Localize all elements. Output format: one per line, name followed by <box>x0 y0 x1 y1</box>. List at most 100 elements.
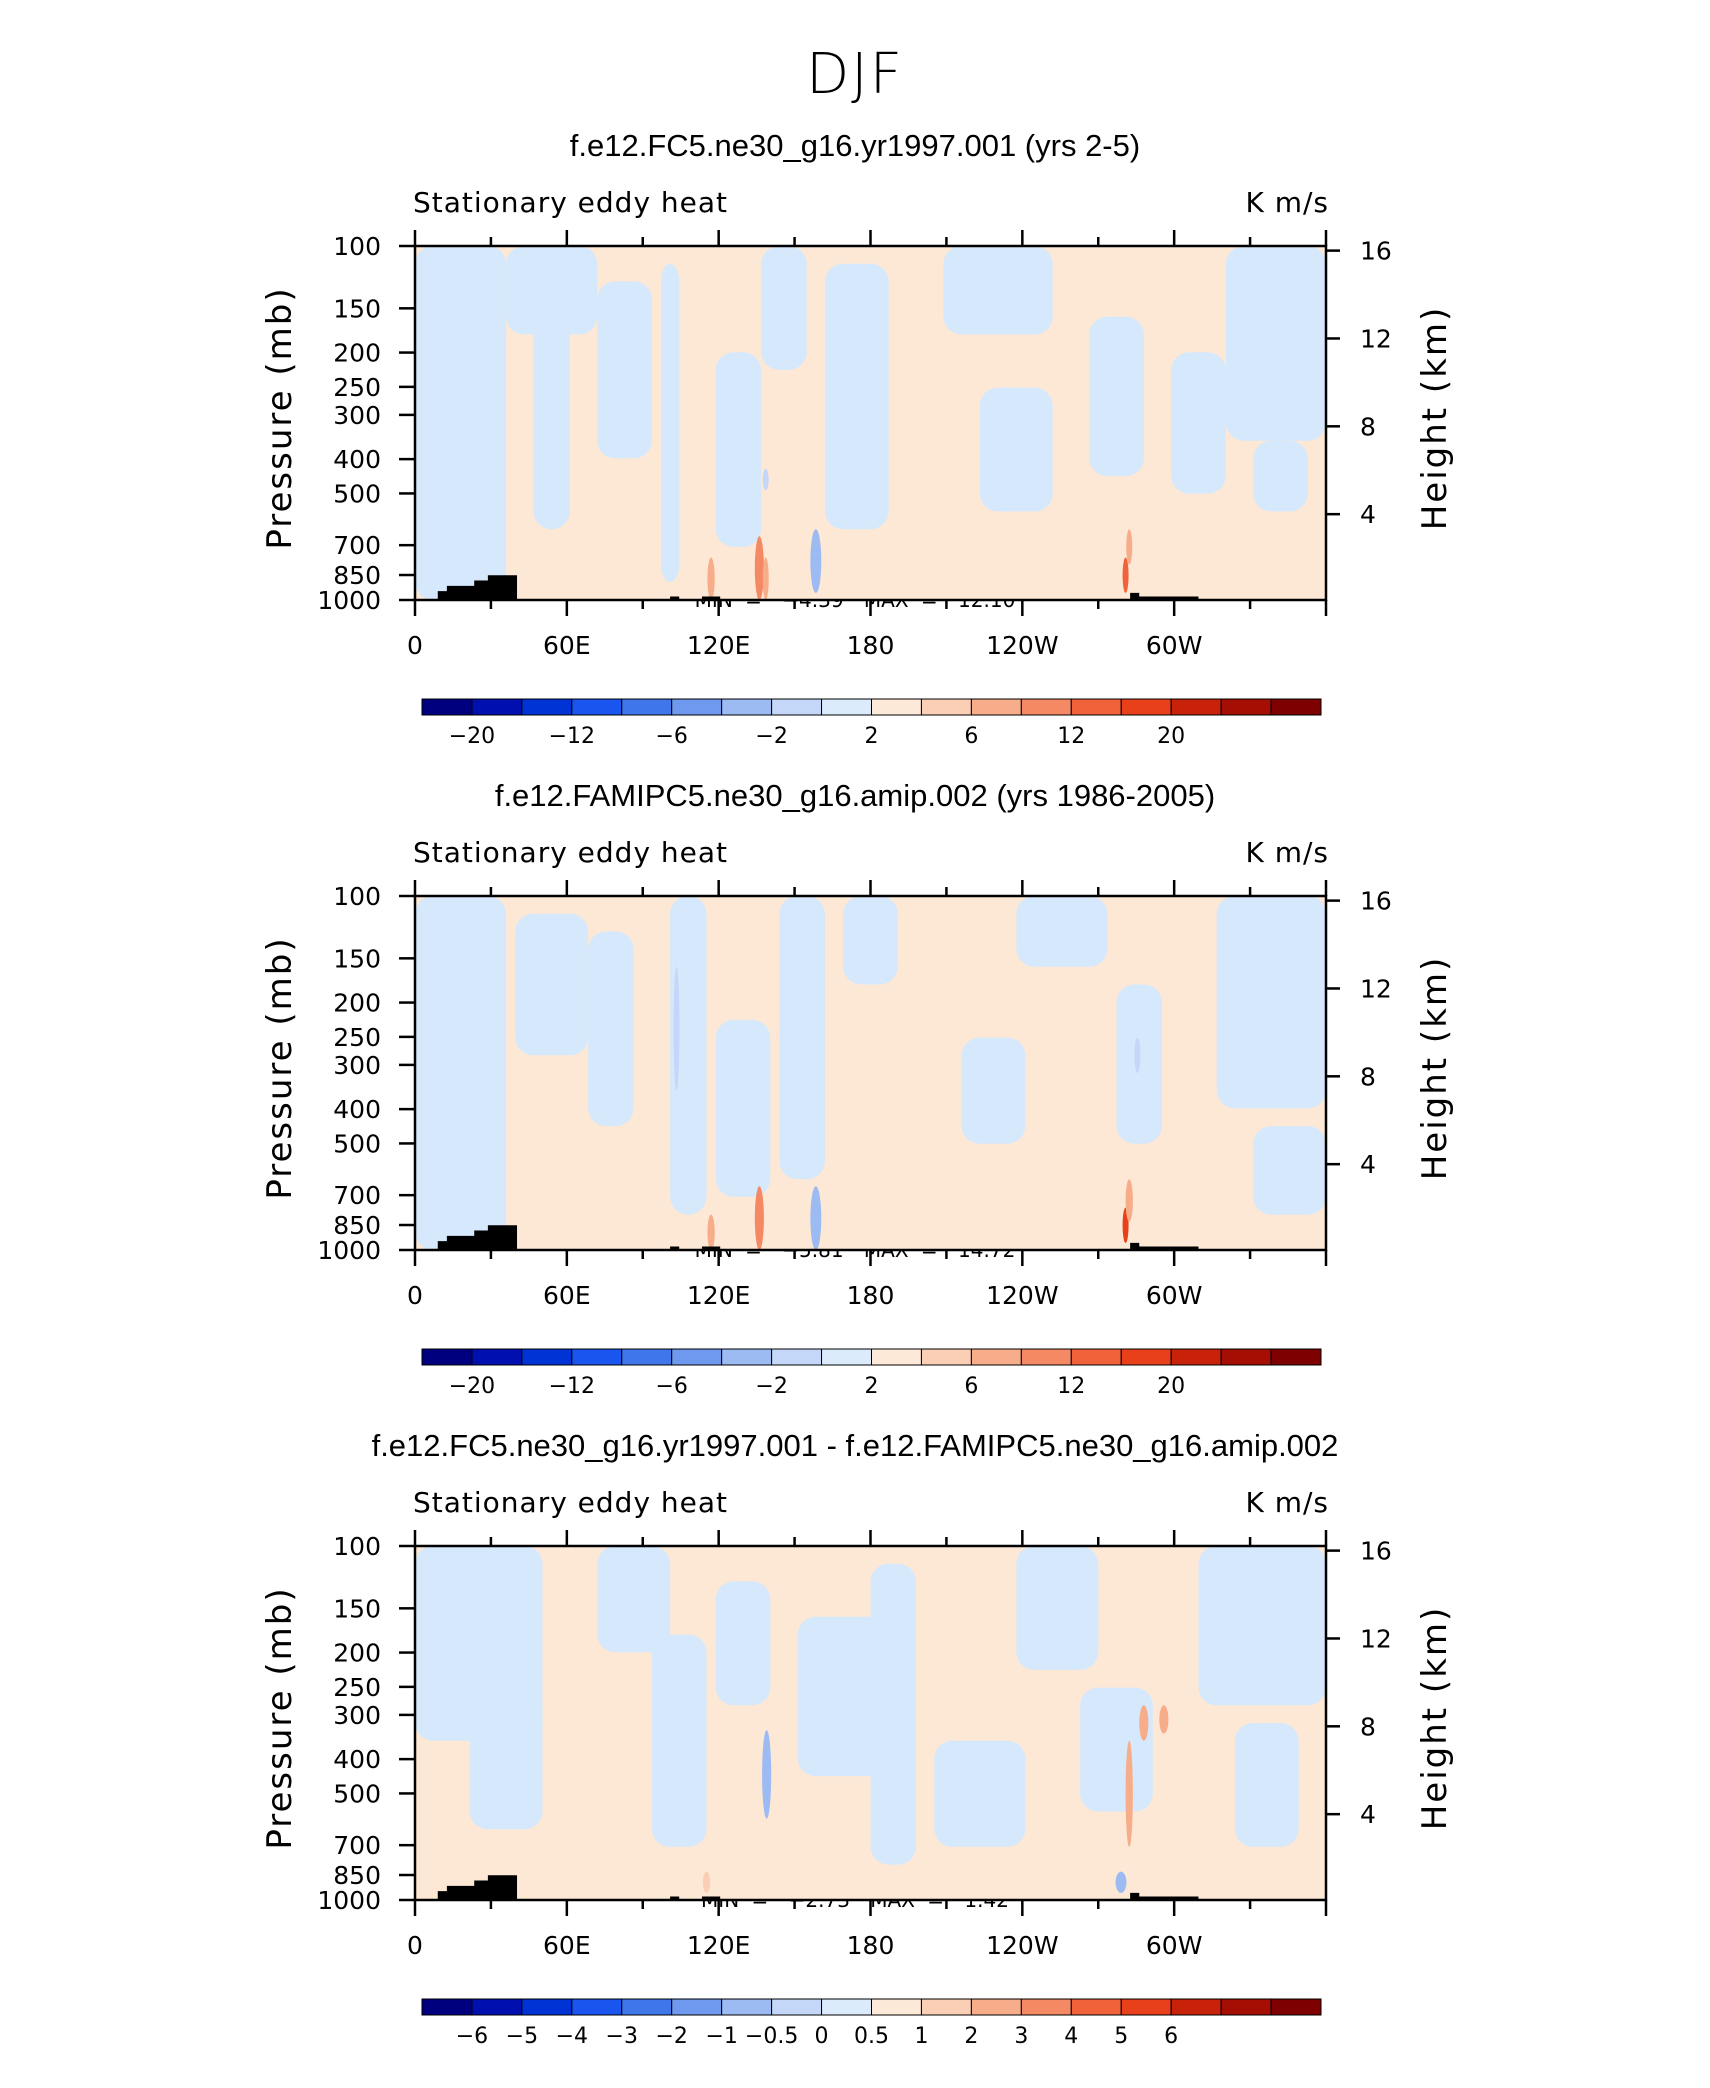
y-tick-label: 700 <box>333 531 381 560</box>
field-contour-region <box>824 263 889 530</box>
colorbar-label: 6 <box>964 1374 978 1399</box>
colorbar-swatch <box>671 698 723 716</box>
field-contour-region <box>979 387 1053 512</box>
y-tick-label: 300 <box>333 1051 381 1080</box>
y-tick-label: 200 <box>333 1639 381 1668</box>
field-label: Stationary eddy heat <box>413 836 729 869</box>
field-label: Stationary eddy heat <box>413 1486 729 1519</box>
y-tick-label: 150 <box>333 294 381 323</box>
x-tick-label: 60W <box>1146 1931 1203 1960</box>
y-tick-label: 500 <box>333 1779 381 1808</box>
colorbar-swatch <box>521 698 573 716</box>
field-contour-region <box>506 246 598 335</box>
colorbar-swatch <box>821 1348 872 1366</box>
colorbar-swatch <box>970 698 1022 716</box>
colorbar-swatch <box>1270 1348 1322 1366</box>
colorbar-swatch <box>920 1348 972 1366</box>
field-contour-region <box>797 1616 889 1777</box>
field-contour-region <box>1216 896 1326 1109</box>
colorbar-label: 6 <box>964 724 978 749</box>
colorbar-label: 4 <box>1064 2024 1078 2049</box>
field-contour-region <box>715 1019 771 1197</box>
colorbar-label: 2 <box>865 724 879 749</box>
colorbar-label: −4 <box>556 2024 588 2049</box>
y-tick-label: 200 <box>333 339 381 368</box>
y-tick-label: 300 <box>333 401 381 430</box>
y-right-tick-label: 16 <box>1360 237 1392 266</box>
colorbar-label: 2 <box>964 2024 978 2049</box>
units-label: K m/s <box>1245 1486 1329 1519</box>
colorbar-swatch <box>471 698 523 716</box>
colorbar-swatch <box>871 1998 922 2016</box>
field-contour-region <box>515 913 589 1056</box>
y-tick-label: 250 <box>333 1023 381 1052</box>
colorbar-label: −6 <box>456 2024 488 2049</box>
y-tick-label: 250 <box>333 373 381 402</box>
colorbar-swatch <box>771 1998 823 2016</box>
field-contour-region <box>651 1634 707 1847</box>
field-contour-region <box>779 896 825 1180</box>
y-right-tick-label: 12 <box>1360 324 1392 353</box>
field-contour-region <box>1234 1723 1299 1847</box>
y-right-tick-label: 8 <box>1360 1062 1376 1091</box>
colorbar-swatch <box>1220 698 1272 716</box>
colorbar-swatch <box>920 698 972 716</box>
colorbar-swatch <box>521 1998 573 2016</box>
x-tick-label: 0 <box>407 631 423 660</box>
topography-mask <box>437 1875 1199 1900</box>
y-tick-label: 850 <box>333 561 381 590</box>
field-contour-region <box>1122 557 1129 593</box>
colorbar-label: 20 <box>1157 724 1185 749</box>
field-contour-region <box>762 557 769 600</box>
colorbar-swatch <box>1120 1998 1172 2016</box>
field-contour-region <box>1016 896 1108 967</box>
field-contour-region <box>597 281 652 459</box>
y-tick-label: 500 <box>333 1129 381 1158</box>
y-right-tick-label: 16 <box>1360 887 1392 916</box>
colorbar-swatch <box>621 1998 673 2016</box>
field-contour-region <box>415 896 507 1250</box>
colorbar-label: −2 <box>755 724 787 749</box>
field-contour-region <box>870 1563 917 1865</box>
colorbar-label: −20 <box>449 1374 495 1399</box>
y-tick-label: 400 <box>333 445 381 474</box>
colorbar-label: 1 <box>914 2024 928 2049</box>
x-tick-label: 120W <box>986 1931 1058 1960</box>
colorbar-label: 0.5 <box>854 2024 889 2049</box>
field-contour-region <box>1198 1546 1326 1706</box>
colorbar-swatch <box>1120 1348 1172 1366</box>
y-right-tick-label: 8 <box>1360 412 1376 441</box>
x-tick-label: 60E <box>543 1931 591 1960</box>
field-contour-region <box>533 299 570 530</box>
colorbar-label: −0.5 <box>745 2024 798 2049</box>
topography-mask <box>437 1225 1199 1250</box>
panel-2: f.e12.FAMIPC5.ne30_g16.amip.002 (yrs 198… <box>0 778 1710 1438</box>
panel-1: f.e12.FC5.ne30_g16.yr1997.001 (yrs 2-5) … <box>0 128 1710 788</box>
field-contour-region <box>761 246 807 370</box>
x-tick-label: 60E <box>543 1281 591 1310</box>
y-tick-label: 400 <box>333 1095 381 1124</box>
colorbar-label: −12 <box>549 1374 595 1399</box>
x-tick-label: 60W <box>1146 631 1203 660</box>
field-contour-region <box>754 1186 764 1250</box>
x-tick-label: 120E <box>687 1281 751 1310</box>
colorbar-label: −6 <box>656 724 688 749</box>
field-contour-region <box>1134 1037 1141 1073</box>
x-tick-label: 120W <box>986 1281 1058 1310</box>
colorbar-swatch <box>920 1998 972 2016</box>
colorbar-swatch <box>1070 1998 1122 2016</box>
x-tick-label: 180 <box>847 1931 895 1960</box>
y-right-tick-label: 4 <box>1360 1150 1376 1179</box>
field-contour-region <box>1125 1179 1133 1222</box>
colorbar-swatch <box>721 1998 773 2016</box>
y-right-tick-label: 4 <box>1360 1800 1376 1829</box>
y-right-tick-label: 16 <box>1360 1537 1392 1566</box>
field-contour-region <box>762 1730 772 1819</box>
field-contour-region <box>469 1687 543 1830</box>
field-contour-region <box>943 246 1053 335</box>
x-tick-label: 180 <box>847 1281 895 1310</box>
y-right-tick-label: 4 <box>1360 500 1376 529</box>
field-contour-region <box>810 1186 822 1250</box>
